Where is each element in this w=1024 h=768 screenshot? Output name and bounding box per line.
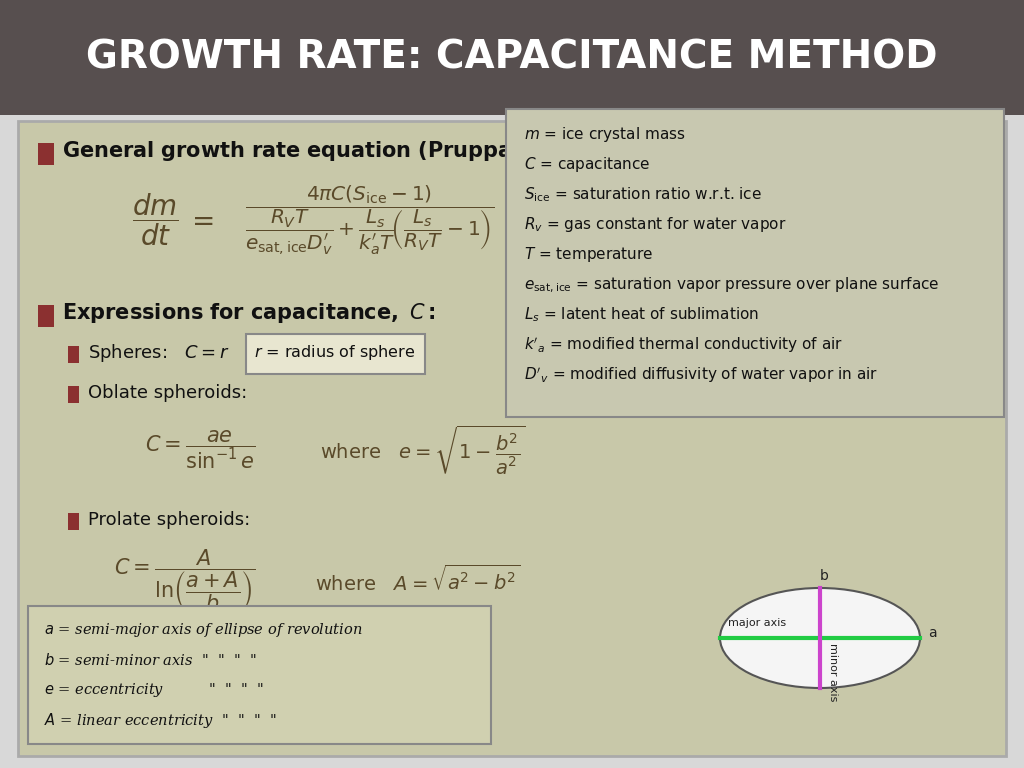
Text: $=$: $=$	[186, 206, 214, 234]
Text: $\dfrac{dm}{dt}$: $\dfrac{dm}{dt}$	[132, 192, 178, 248]
Text: $\dfrac{4\pi C(S_{\mathrm{ice}}-1)}{\dfrac{R_V T}{e_{\mathrm{sat,ice}}D^{\prime}: $\dfrac{4\pi C(S_{\mathrm{ice}}-1)}{\dfr…	[246, 183, 495, 257]
Text: a: a	[928, 626, 937, 640]
Text: $C = \dfrac{ae}{\sin^{-1}e}$: $C = \dfrac{ae}{\sin^{-1}e}$	[144, 429, 255, 471]
Text: Oblate spheroids:: Oblate spheroids:	[88, 384, 247, 402]
Text: minor axis: minor axis	[828, 643, 838, 701]
Text: $D'_v$ = modified diffusivity of water vapor in air: $D'_v$ = modified diffusivity of water v…	[524, 366, 878, 385]
Text: $C$ = capacitance: $C$ = capacitance	[524, 155, 650, 174]
Text: where   $A = \sqrt{a^2-b^2}$: where $A = \sqrt{a^2-b^2}$	[315, 565, 520, 595]
Text: $\mathit{r}$ = radius of sphere: $\mathit{r}$ = radius of sphere	[254, 343, 416, 362]
Bar	[38, 305, 54, 327]
FancyBboxPatch shape	[506, 109, 1004, 417]
Bar	[38, 143, 54, 165]
Text: $\mathbf{Expressions\ for\ capacitance,\ \mathit{C}:}$: $\mathbf{Expressions\ for\ capacitance,\…	[62, 301, 436, 325]
Text: $A$ = linear eccentricity  "  "  "  ": $A$ = linear eccentricity " " " "	[44, 710, 276, 730]
Text: where   $e = \sqrt{1-\dfrac{b^2}{a^2}}$: where $e = \sqrt{1-\dfrac{b^2}{a^2}}$	[319, 423, 525, 477]
Text: $\mathbf{General\ growth\ rate\ equation\ (Pruppacher\ and\ Klett,\ 1978):}$: $\mathbf{General\ growth\ rate\ equation…	[62, 139, 776, 163]
FancyBboxPatch shape	[28, 606, 490, 744]
Text: $T$ = temperature: $T$ = temperature	[524, 246, 653, 264]
Text: $k'_a$ = modified thermal conductivity of air: $k'_a$ = modified thermal conductivity o…	[524, 335, 843, 355]
Text: $R_v$ = gas constant for water vapor: $R_v$ = gas constant for water vapor	[524, 216, 786, 234]
Text: Spheres:   $C = r$: Spheres: $C = r$	[88, 342, 229, 364]
Bar	[0, 0, 1024, 115]
FancyBboxPatch shape	[18, 121, 1006, 756]
Ellipse shape	[720, 588, 920, 688]
Text: $e$ = eccentricity          "  "  "  ": $e$ = eccentricity " " " "	[44, 681, 264, 699]
Text: b: b	[819, 569, 828, 583]
Text: $L_s$ = latent heat of sublimation: $L_s$ = latent heat of sublimation	[524, 306, 759, 324]
Text: $e_{\mathrm{sat,ice}}$ = saturation vapor pressure over plane surface: $e_{\mathrm{sat,ice}}$ = saturation vapo…	[524, 276, 940, 295]
Text: $C = \dfrac{A}{\ln\!\left(\dfrac{a+A}{b}\right)}$: $C = \dfrac{A}{\ln\!\left(\dfrac{a+A}{b}…	[115, 548, 256, 613]
Bar	[68, 346, 79, 363]
Bar	[68, 513, 79, 530]
Text: $a$ = semi-major axis of ellipse of revolution: $a$ = semi-major axis of ellipse of revo…	[44, 621, 362, 639]
Text: Prolate spheroids:: Prolate spheroids:	[88, 511, 250, 529]
FancyBboxPatch shape	[246, 334, 425, 374]
Text: GROWTH RATE: CAPACITANCE METHOD: GROWTH RATE: CAPACITANCE METHOD	[86, 38, 938, 77]
Text: $S_{\mathrm{ice}}$ = saturation ratio w.r.t. ice: $S_{\mathrm{ice}}$ = saturation ratio w.…	[524, 186, 762, 204]
Text: $m$ = ice crystal mass: $m$ = ice crystal mass	[524, 125, 685, 144]
Text: major axis: major axis	[728, 618, 786, 628]
Text: $b$ = semi-minor axis  "  "  "  ": $b$ = semi-minor axis " " " "	[44, 652, 257, 668]
Bar	[68, 386, 79, 403]
